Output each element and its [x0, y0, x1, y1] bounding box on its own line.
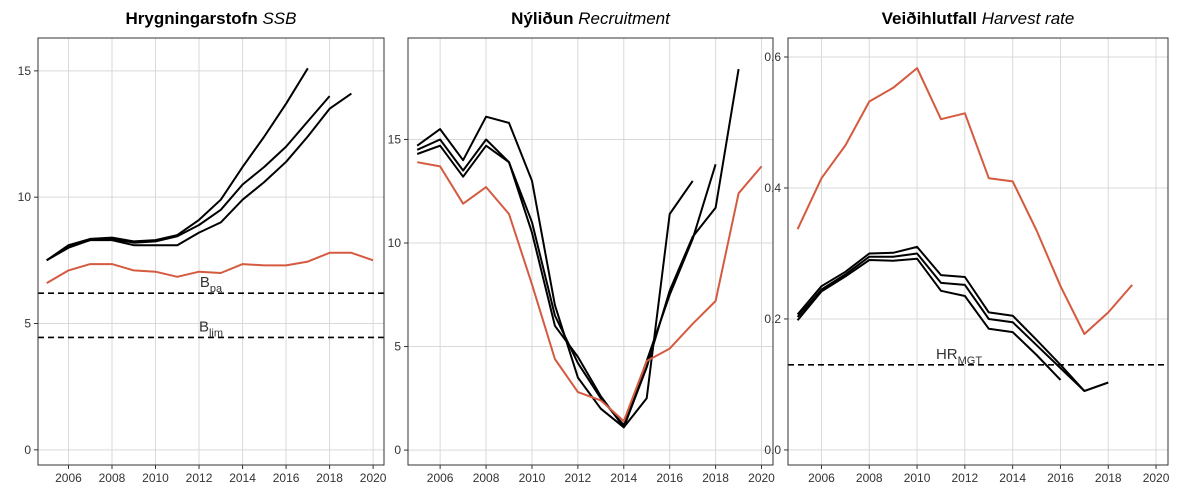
reference-label: Blim — [199, 318, 223, 339]
x-tick-label: 2010 — [519, 471, 546, 485]
x-tick-label: 2018 — [1095, 471, 1122, 485]
panel-title: Hrygningarstofn SSB — [126, 9, 297, 28]
plot-frame — [787, 37, 1169, 466]
y-tick-label: 10 — [388, 236, 402, 250]
x-tick-label: 2010 — [904, 471, 931, 485]
series-line — [46, 92, 352, 262]
x-tick-label: 2014 — [999, 471, 1026, 485]
y-tick-label: 0.0 — [764, 443, 781, 457]
y-tick-label: 5 — [24, 317, 31, 331]
y-tick-label: 0.4 — [764, 181, 781, 195]
series-line — [46, 251, 374, 284]
x-tick-label: 2020 — [748, 471, 775, 485]
reference-label-main: HR — [936, 346, 958, 363]
x-tick-label: 2006 — [427, 471, 454, 485]
panel-title: Nýliðun Recruitment — [511, 9, 671, 28]
x-tick-label: 2016 — [1047, 471, 1074, 485]
panel-title: Veiðihlutfall Harvest rate — [882, 9, 1075, 28]
y-tick-label: 0 — [394, 443, 401, 457]
x-tick-label: 2014 — [610, 471, 637, 485]
x-tick-label: 2008 — [99, 471, 126, 485]
title-main: Hrygningarstofn — [126, 9, 258, 28]
x-tick-label: 2012 — [565, 471, 592, 485]
series-line — [796, 257, 1062, 381]
title-main: Nýliðun — [511, 9, 573, 28]
x-tick-label: 2006 — [55, 471, 82, 485]
x-tick-label: 2020 — [360, 471, 387, 485]
series-line — [46, 95, 331, 262]
y-tick-label: 0.6 — [764, 50, 781, 64]
reference-label: HRMGT — [936, 346, 982, 367]
reference-label: Bpa — [200, 274, 223, 295]
x-tick-label: 2016 — [273, 471, 300, 485]
series-line — [416, 138, 717, 427]
x-tick-label: 2020 — [1143, 471, 1170, 485]
y-tick-label: 0 — [24, 443, 31, 457]
reference-label-sub: MGT — [958, 355, 983, 367]
y-tick-label: 15 — [388, 132, 402, 146]
reference-label-sub: pa — [210, 283, 223, 295]
y-tick-label: 0.2 — [764, 312, 781, 326]
reference-label-sub: lim — [209, 327, 223, 339]
title-sub: SSB — [262, 9, 296, 28]
x-tick-label: 2018 — [702, 471, 729, 485]
x-tick-label: 2008 — [473, 471, 500, 485]
x-tick-label: 2006 — [808, 471, 835, 485]
y-tick-label: 5 — [394, 340, 401, 354]
title-sub: Recruitment — [578, 9, 671, 28]
series-line — [796, 245, 1109, 392]
series-line — [796, 67, 1133, 335]
series-line — [416, 115, 694, 429]
x-tick-label: 2010 — [142, 471, 169, 485]
x-tick-label: 2014 — [229, 471, 256, 485]
x-tick-label: 2016 — [656, 471, 683, 485]
series-line — [417, 161, 763, 423]
reference-label-main: B — [199, 318, 209, 335]
reference-label-main: B — [200, 274, 210, 291]
plot-frame — [407, 37, 774, 466]
x-tick-label: 2018 — [316, 471, 343, 485]
title-main: Veiðihlutfall — [882, 9, 977, 28]
series-line — [46, 67, 309, 262]
x-tick-label: 2012 — [186, 471, 213, 485]
x-tick-label: 2008 — [856, 471, 883, 485]
plot-frame — [37, 37, 385, 466]
x-tick-label: 2012 — [952, 471, 979, 485]
y-tick-label: 15 — [18, 64, 32, 78]
series-line — [416, 68, 740, 429]
y-tick-label: 10 — [18, 190, 32, 204]
series-line — [796, 252, 1086, 392]
title-sub: Harvest rate — [982, 9, 1075, 28]
